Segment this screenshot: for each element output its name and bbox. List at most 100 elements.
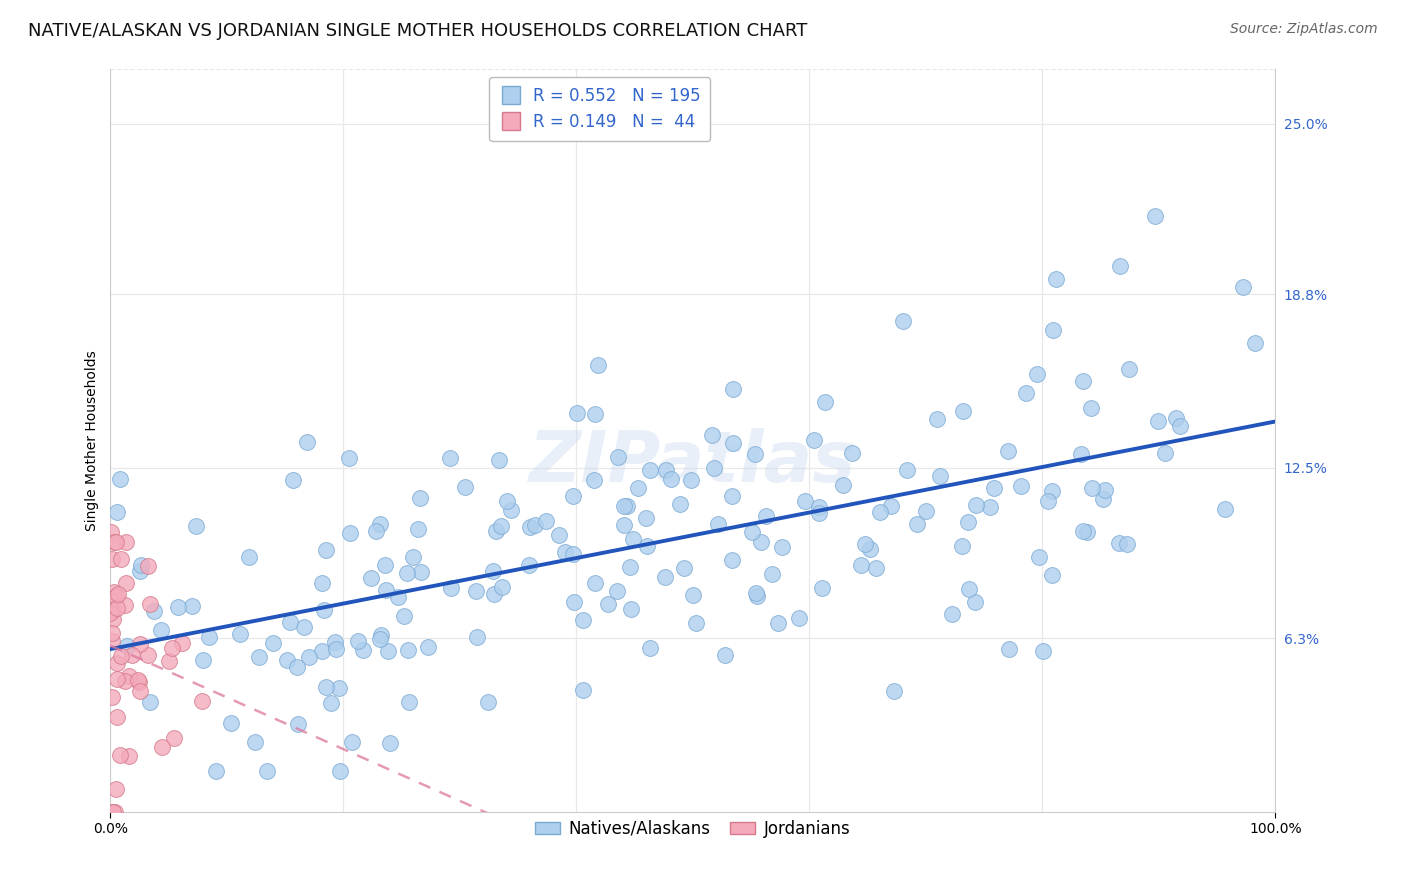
- Point: [1042, 323, 1064, 337]
- Point: [110, 552, 132, 566]
- Point: [408, 522, 430, 536]
- Point: [1153, 446, 1175, 460]
- Point: [755, 508, 778, 523]
- Point: [129, 558, 152, 573]
- Point: [247, 649, 270, 664]
- Point: [100, 525, 122, 540]
- Point: [377, 644, 399, 658]
- Point: [101, 634, 124, 648]
- Point: [613, 518, 636, 533]
- Point: [612, 499, 634, 513]
- Point: [606, 584, 628, 599]
- Point: [1118, 362, 1140, 376]
- Point: [105, 601, 128, 615]
- Point: [191, 653, 214, 667]
- Point: [766, 616, 789, 631]
- Point: [464, 584, 486, 599]
- Point: [105, 782, 128, 797]
- Point: [1213, 502, 1236, 516]
- Point: [256, 764, 278, 778]
- Point: [108, 471, 131, 485]
- Point: [627, 481, 650, 495]
- Point: [679, 473, 702, 487]
- Point: [368, 632, 391, 646]
- Point: [1045, 272, 1067, 286]
- Point: [136, 558, 159, 573]
- Point: [1028, 549, 1050, 564]
- Point: [554, 545, 576, 559]
- Point: [1080, 401, 1102, 415]
- Point: [139, 597, 162, 611]
- Point: [965, 498, 987, 512]
- Point: [105, 535, 128, 549]
- Point: [621, 532, 644, 546]
- Point: [115, 639, 138, 653]
- Point: [501, 502, 523, 516]
- Point: [314, 603, 336, 617]
- Point: [654, 463, 676, 477]
- Point: [114, 674, 136, 689]
- Point: [880, 500, 903, 514]
- Point: [983, 482, 1005, 496]
- Point: [315, 680, 337, 694]
- Point: [707, 517, 730, 532]
- Point: [100, 805, 122, 819]
- Point: [814, 395, 837, 409]
- Point: [998, 642, 1021, 657]
- Point: [127, 673, 149, 687]
- Point: [105, 672, 128, 686]
- Point: [682, 589, 704, 603]
- Point: [1164, 411, 1187, 425]
- Point: [118, 748, 141, 763]
- Point: [150, 740, 173, 755]
- Point: [744, 447, 766, 461]
- Point: [810, 581, 832, 595]
- Point: [941, 607, 963, 621]
- Point: [1076, 525, 1098, 540]
- Point: [607, 450, 630, 465]
- Point: [703, 460, 725, 475]
- Text: ZIPatlas: ZIPatlas: [529, 428, 856, 497]
- Text: Source: ZipAtlas.com: Source: ZipAtlas.com: [1230, 22, 1378, 37]
- Point: [402, 549, 425, 564]
- Point: [721, 436, 744, 450]
- Point: [285, 660, 308, 674]
- Point: [238, 549, 260, 564]
- Point: [807, 500, 830, 515]
- Point: [128, 675, 150, 690]
- Point: [103, 535, 125, 549]
- Point: [477, 695, 499, 709]
- Point: [896, 463, 918, 477]
- Point: [1108, 536, 1130, 550]
- Point: [121, 648, 143, 662]
- Point: [378, 735, 401, 749]
- Point: [454, 480, 477, 494]
- Point: [572, 682, 595, 697]
- Point: [1146, 414, 1168, 428]
- Point: [1036, 494, 1059, 508]
- Point: [858, 542, 880, 557]
- Point: [1010, 478, 1032, 492]
- Point: [114, 598, 136, 612]
- Point: [721, 382, 744, 396]
- Point: [118, 669, 141, 683]
- Point: [416, 640, 439, 654]
- Point: [496, 493, 519, 508]
- Point: [488, 453, 510, 467]
- Legend: Natives/Alaskans, Jordanians: Natives/Alaskans, Jordanians: [529, 814, 858, 845]
- Point: [364, 524, 387, 538]
- Point: [1071, 374, 1094, 388]
- Point: [115, 576, 138, 591]
- Point: [101, 552, 124, 566]
- Point: [891, 314, 914, 328]
- Point: [143, 603, 166, 617]
- Point: [907, 516, 929, 531]
- Point: [398, 695, 420, 709]
- Point: [1025, 367, 1047, 381]
- Point: [562, 548, 585, 562]
- Point: [793, 494, 815, 508]
- Point: [747, 589, 769, 603]
- Point: [997, 443, 1019, 458]
- Point: [565, 406, 588, 420]
- Point: [925, 412, 948, 426]
